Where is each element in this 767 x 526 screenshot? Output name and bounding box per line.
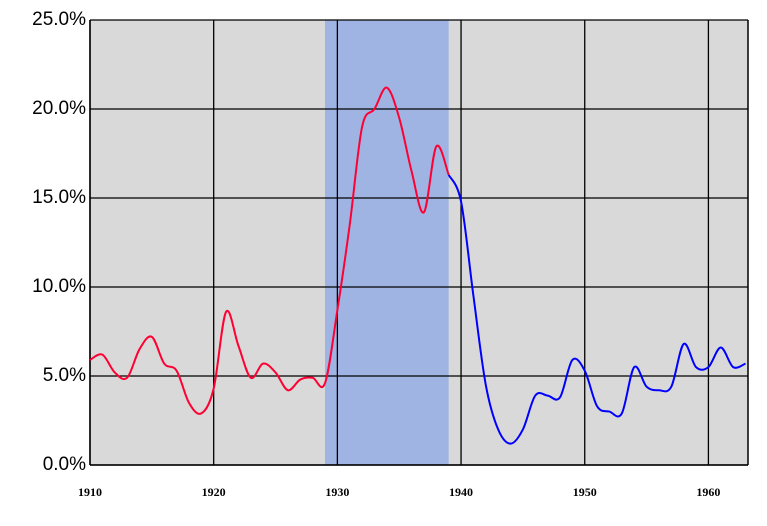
x-tick-label: 1930 [325, 485, 349, 499]
y-tick-label: 10.0% [32, 276, 86, 297]
x-tick-label: 1920 [202, 485, 226, 499]
x-tick-label: 1950 [573, 485, 597, 499]
x-tick-label: 1940 [449, 485, 473, 499]
y-tick-label: 25.0% [32, 9, 86, 30]
series-line [447, 174, 746, 445]
series-line [89, 86, 450, 415]
y-tick-label: 5.0% [43, 365, 86, 386]
y-tick-label: 15.0% [32, 187, 86, 208]
y-tick-label: 20.0% [32, 98, 86, 119]
x-tick-label: 1910 [78, 485, 102, 499]
shaded-period [325, 20, 449, 465]
y-tick-label: 0.0% [43, 454, 86, 475]
x-tick-label: 1960 [696, 485, 720, 499]
